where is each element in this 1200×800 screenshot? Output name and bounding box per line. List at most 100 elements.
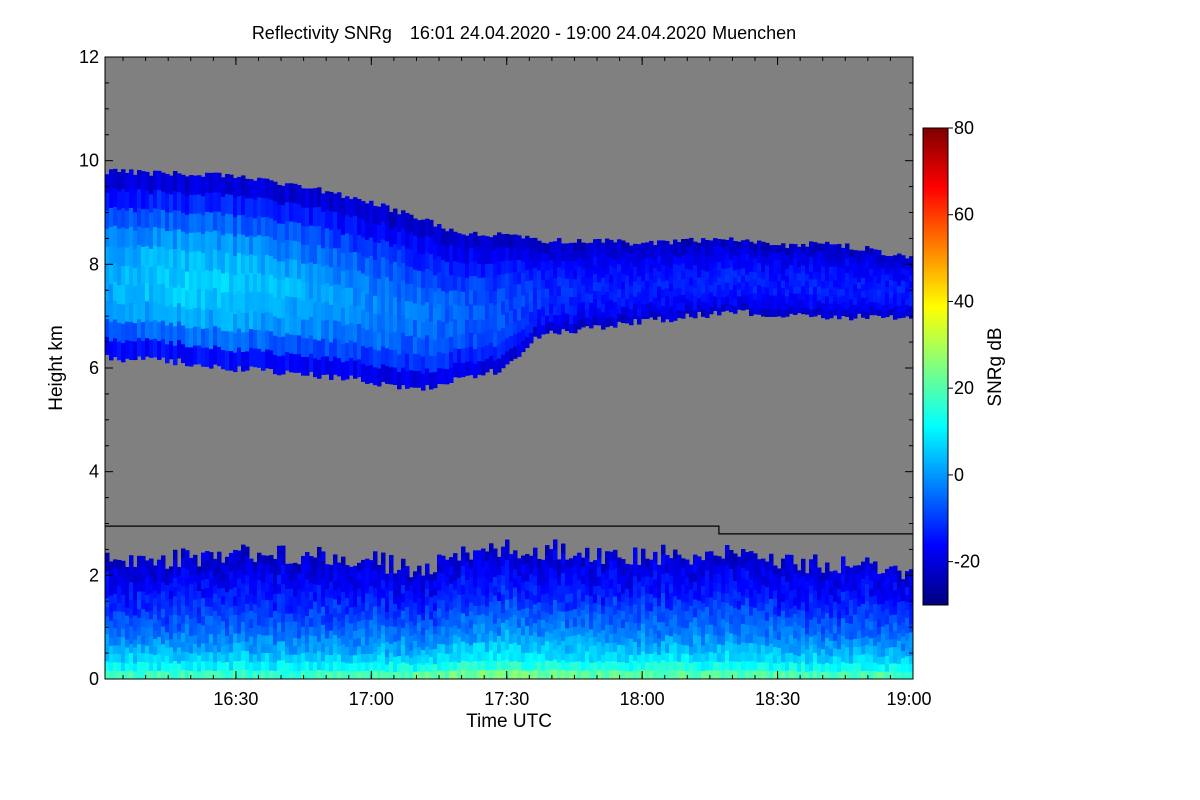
upper-cloud-cell <box>521 328 526 341</box>
lower-cloud-cell <box>577 651 582 662</box>
upper-cloud-cell <box>269 236 274 257</box>
lower-cloud-cell <box>153 606 158 615</box>
lower-cloud-cell <box>657 646 662 656</box>
lower-cloud-cell <box>341 591 346 601</box>
upper-cloud-cell <box>513 345 518 359</box>
lower-cloud-cell <box>541 585 546 595</box>
upper-cloud-cell <box>789 264 794 273</box>
upper-cloud-cell <box>241 253 246 274</box>
lower-cloud-cell <box>537 601 542 611</box>
upper-cloud-cell <box>873 269 878 277</box>
lower-cloud-cell <box>801 627 806 637</box>
upper-cloud-cell <box>721 275 726 283</box>
lower-cloud-cell <box>769 553 774 564</box>
lower-cloud-cell <box>377 613 382 623</box>
upper-cloud-cell <box>317 225 322 246</box>
lower-cloud-cell <box>273 670 278 679</box>
lower-cloud-cell <box>661 602 666 613</box>
upper-cloud-cell <box>397 371 402 390</box>
lower-cloud-cell <box>125 614 130 624</box>
lower-cloud-cell <box>289 588 294 598</box>
upper-cloud-cell <box>705 263 710 272</box>
lower-cloud-cell <box>261 590 266 600</box>
lower-cloud-cell <box>105 588 110 599</box>
upper-cloud-cell <box>385 365 390 384</box>
lower-cloud-cell <box>885 663 890 672</box>
upper-cloud-cell <box>677 302 682 311</box>
upper-cloud-cell <box>697 277 702 285</box>
lower-cloud-cell <box>541 602 546 612</box>
lower-cloud-cell <box>761 653 766 663</box>
lower-cloud-cell <box>341 617 346 628</box>
lower-cloud-cell <box>113 602 118 612</box>
lower-cloud-cell <box>121 628 126 638</box>
lower-cloud-cell <box>677 634 682 644</box>
upper-cloud-cell <box>341 288 346 308</box>
upper-cloud-cell <box>665 264 670 273</box>
upper-cloud-cell <box>833 258 838 267</box>
lower-cloud-cell <box>293 670 298 679</box>
lower-cloud-cell <box>905 617 910 626</box>
lower-cloud-cell <box>541 644 546 654</box>
lower-cloud-cell <box>233 605 238 615</box>
lower-cloud-cell <box>625 654 630 664</box>
upper-cloud-cell <box>677 242 682 251</box>
upper-cloud-cell <box>781 272 786 281</box>
lower-cloud-cell <box>621 576 626 586</box>
upper-cloud-cell <box>825 264 830 274</box>
lower-cloud-cell <box>477 642 482 652</box>
lower-cloud-cell <box>265 599 270 610</box>
lower-cloud-cell <box>181 613 186 624</box>
upper-cloud-cell <box>597 299 602 309</box>
lower-cloud-cell <box>405 662 410 672</box>
upper-cloud-cell <box>661 297 666 307</box>
lower-cloud-cell <box>537 558 542 569</box>
lower-cloud-cell <box>133 614 138 624</box>
lower-cloud-cell <box>573 608 578 618</box>
upper-cloud-cell <box>721 304 726 312</box>
upper-cloud-cell <box>461 291 466 307</box>
upper-cloud-cell <box>401 314 406 333</box>
upper-cloud-cell <box>437 335 442 353</box>
upper-cloud-cell <box>653 274 658 283</box>
lower-cloud-cell <box>565 636 570 646</box>
upper-cloud-cell <box>217 269 222 290</box>
lower-cloud-cell <box>409 664 414 673</box>
lower-cloud-cell <box>165 592 170 601</box>
upper-cloud-cell <box>429 338 434 356</box>
lower-cloud-cell <box>793 588 798 598</box>
upper-cloud-cell <box>557 295 562 306</box>
lower-cloud-cell <box>697 635 702 645</box>
lower-cloud-cell <box>373 606 378 616</box>
upper-cloud-cell <box>689 308 694 318</box>
lower-cloud-cell <box>333 607 338 618</box>
upper-cloud-cell <box>125 228 130 248</box>
lower-cloud-cell <box>893 598 898 607</box>
upper-cloud-cell <box>681 246 686 256</box>
upper-cloud-cell <box>793 258 798 266</box>
upper-cloud-cell <box>185 195 190 215</box>
lower-cloud-cell <box>445 593 450 603</box>
lower-cloud-cell <box>505 659 510 670</box>
lower-cloud-cell <box>681 627 686 637</box>
lower-cloud-cell <box>773 614 778 623</box>
lower-cloud-cell <box>905 586 910 595</box>
upper-cloud-cell <box>761 278 766 287</box>
lower-cloud-cell <box>817 647 822 656</box>
lower-cloud-cell <box>581 574 586 585</box>
upper-cloud-cell <box>617 255 622 265</box>
lower-cloud-cell <box>517 635 522 646</box>
upper-cloud-cell <box>773 273 778 282</box>
lower-cloud-cell <box>489 591 494 602</box>
lower-cloud-cell <box>705 597 710 607</box>
lower-cloud-cell <box>221 662 226 672</box>
upper-cloud-cell <box>657 247 662 257</box>
upper-cloud-cell <box>769 245 774 253</box>
lower-cloud-cell <box>713 599 718 609</box>
upper-cloud-cell <box>401 279 406 298</box>
lower-cloud-cell <box>545 640 550 651</box>
upper-cloud-cell <box>769 295 774 303</box>
lower-cloud-cell <box>573 661 578 671</box>
lower-cloud-cell <box>397 647 402 657</box>
lower-cloud-cell <box>221 637 226 647</box>
